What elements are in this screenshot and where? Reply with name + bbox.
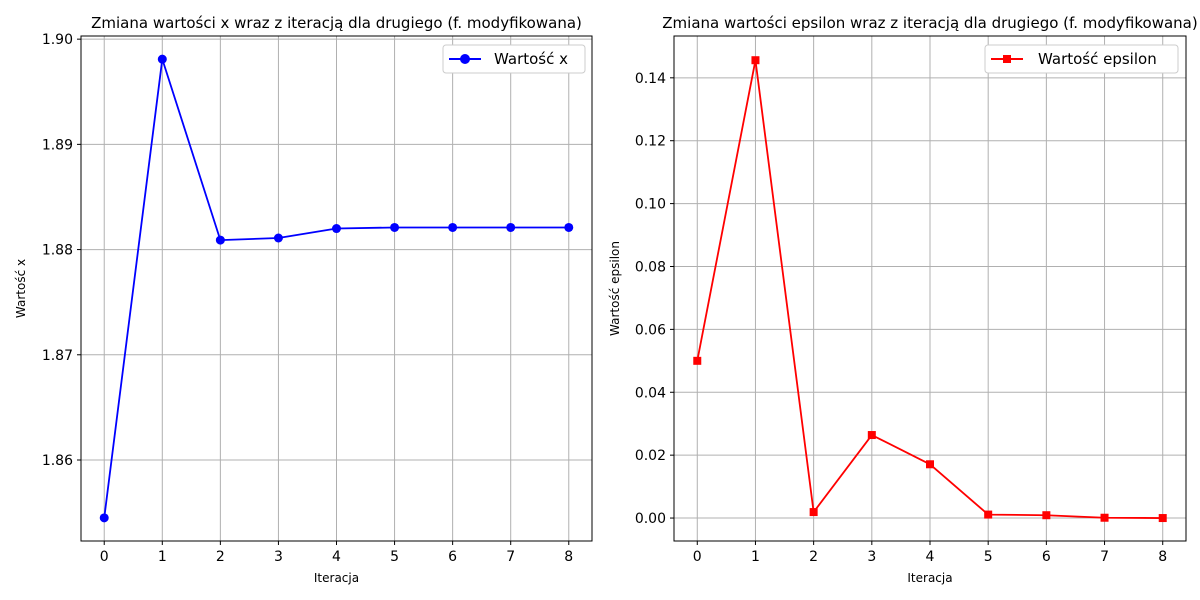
y-tick-label: 1.86	[42, 453, 73, 469]
x-tick-label: 1	[751, 549, 760, 565]
x-tick-label: 7	[1100, 549, 1109, 565]
x-ticks-epsilon-value: 0 1 2 3 4 5 6 7 8	[693, 541, 1167, 565]
grid-x-value	[81, 36, 592, 541]
x-tick-label: 5	[984, 549, 993, 565]
x-ticks-x-value: 0 1 2 3 4 5 6 7 8	[100, 541, 573, 565]
data-point-marker	[1042, 511, 1051, 520]
data-point-marker	[1100, 513, 1109, 522]
data-point-marker	[926, 460, 934, 469]
chart-title: Zmiana wartości epsilon wraz z iteracją …	[662, 14, 1197, 32]
legend-epsilon-value: Wartość epsilon	[984, 44, 1179, 74]
y-tick-label: 0.12	[635, 134, 666, 150]
data-point-marker	[506, 222, 516, 232]
y-tick-label: 0.08	[635, 259, 666, 275]
data-point-marker	[332, 224, 341, 234]
y-tick-label: 0.04	[635, 385, 666, 401]
grid-epsilon-value	[674, 36, 1186, 541]
x-tick-label: 4	[332, 549, 341, 565]
legend-marker-circle-icon	[460, 54, 470, 64]
series-epsilon-value	[693, 56, 1167, 523]
y-tick-label: 1.88	[42, 243, 73, 259]
y-tick-label: 1.89	[42, 137, 73, 153]
x-tick-label: 7	[506, 549, 515, 565]
x-tick-label: 3	[274, 549, 283, 565]
y-axis-label: Wartość x	[14, 259, 28, 318]
plot-frame-epsilon-value	[673, 35, 1187, 542]
x-tick-label: 1	[158, 549, 167, 565]
data-point-marker	[867, 431, 876, 440]
x-tick-label: 4	[926, 549, 935, 565]
x-tick-label: 5	[390, 549, 399, 565]
data-point-marker	[984, 510, 993, 519]
x-axis-label: Iteracja	[907, 571, 952, 585]
data-point-marker	[693, 356, 702, 365]
legend-box	[984, 44, 1179, 74]
data-point-marker	[1158, 514, 1167, 523]
y-tick-label: 0.02	[635, 448, 666, 464]
data-point-marker	[215, 235, 225, 245]
data-point-marker	[390, 222, 400, 232]
data-point-marker	[99, 513, 109, 523]
data-point-marker	[751, 56, 760, 65]
data-point-marker	[448, 222, 458, 232]
y-tick-label: 0.06	[635, 322, 666, 338]
y-axis-label: Wartość epsilon	[608, 241, 622, 336]
y-tick-label: 1.90	[42, 32, 73, 48]
x-tick-label: 0	[100, 549, 109, 565]
x-tick-label: 0	[693, 549, 702, 565]
legend-label: Wartość epsilon	[1038, 50, 1157, 68]
data-point-marker	[809, 508, 818, 517]
chart-title: Zmiana wartości x wraz z iteracją dla dr…	[91, 14, 582, 32]
x-tick-label: 6	[448, 549, 457, 565]
x-tick-label: 2	[809, 549, 818, 565]
y-ticks-x-value: 1.86 1.87 1.88 1.89 1.90	[42, 32, 81, 469]
x-tick-label: 8	[1158, 549, 1167, 565]
y-tick-label: 0.10	[635, 197, 666, 213]
x-axis-label: Iteracja	[314, 571, 359, 585]
data-point-marker	[273, 233, 283, 243]
series-x-value	[99, 54, 574, 523]
x-tick-label: 8	[564, 549, 573, 565]
y-ticks-epsilon-value: 0.00 0.02 0.04 0.06 0.08 0.10 0.12 0.14	[635, 71, 674, 527]
legend-box	[442, 44, 586, 74]
chart-x-value: 0 1 2 3 4 5 6 7 8 1.86 1.87 1.88 1.89 1.90 Zmiana wa…	[14, 14, 593, 585]
legend-x-value: Wartość x	[442, 44, 586, 74]
y-tick-label: 1.87	[42, 348, 73, 364]
x-tick-label: 2	[216, 549, 225, 565]
legend-marker-square-icon	[1003, 55, 1011, 63]
legend-label: Wartość x	[494, 50, 568, 68]
data-point-marker	[564, 222, 574, 232]
plot-frame-x-value	[80, 35, 593, 542]
y-tick-label: 0.14	[635, 71, 666, 87]
y-tick-label: 0.00	[635, 511, 666, 527]
x-tick-label: 6	[1042, 549, 1051, 565]
x-tick-label: 3	[867, 549, 876, 565]
data-point-marker	[157, 54, 167, 64]
